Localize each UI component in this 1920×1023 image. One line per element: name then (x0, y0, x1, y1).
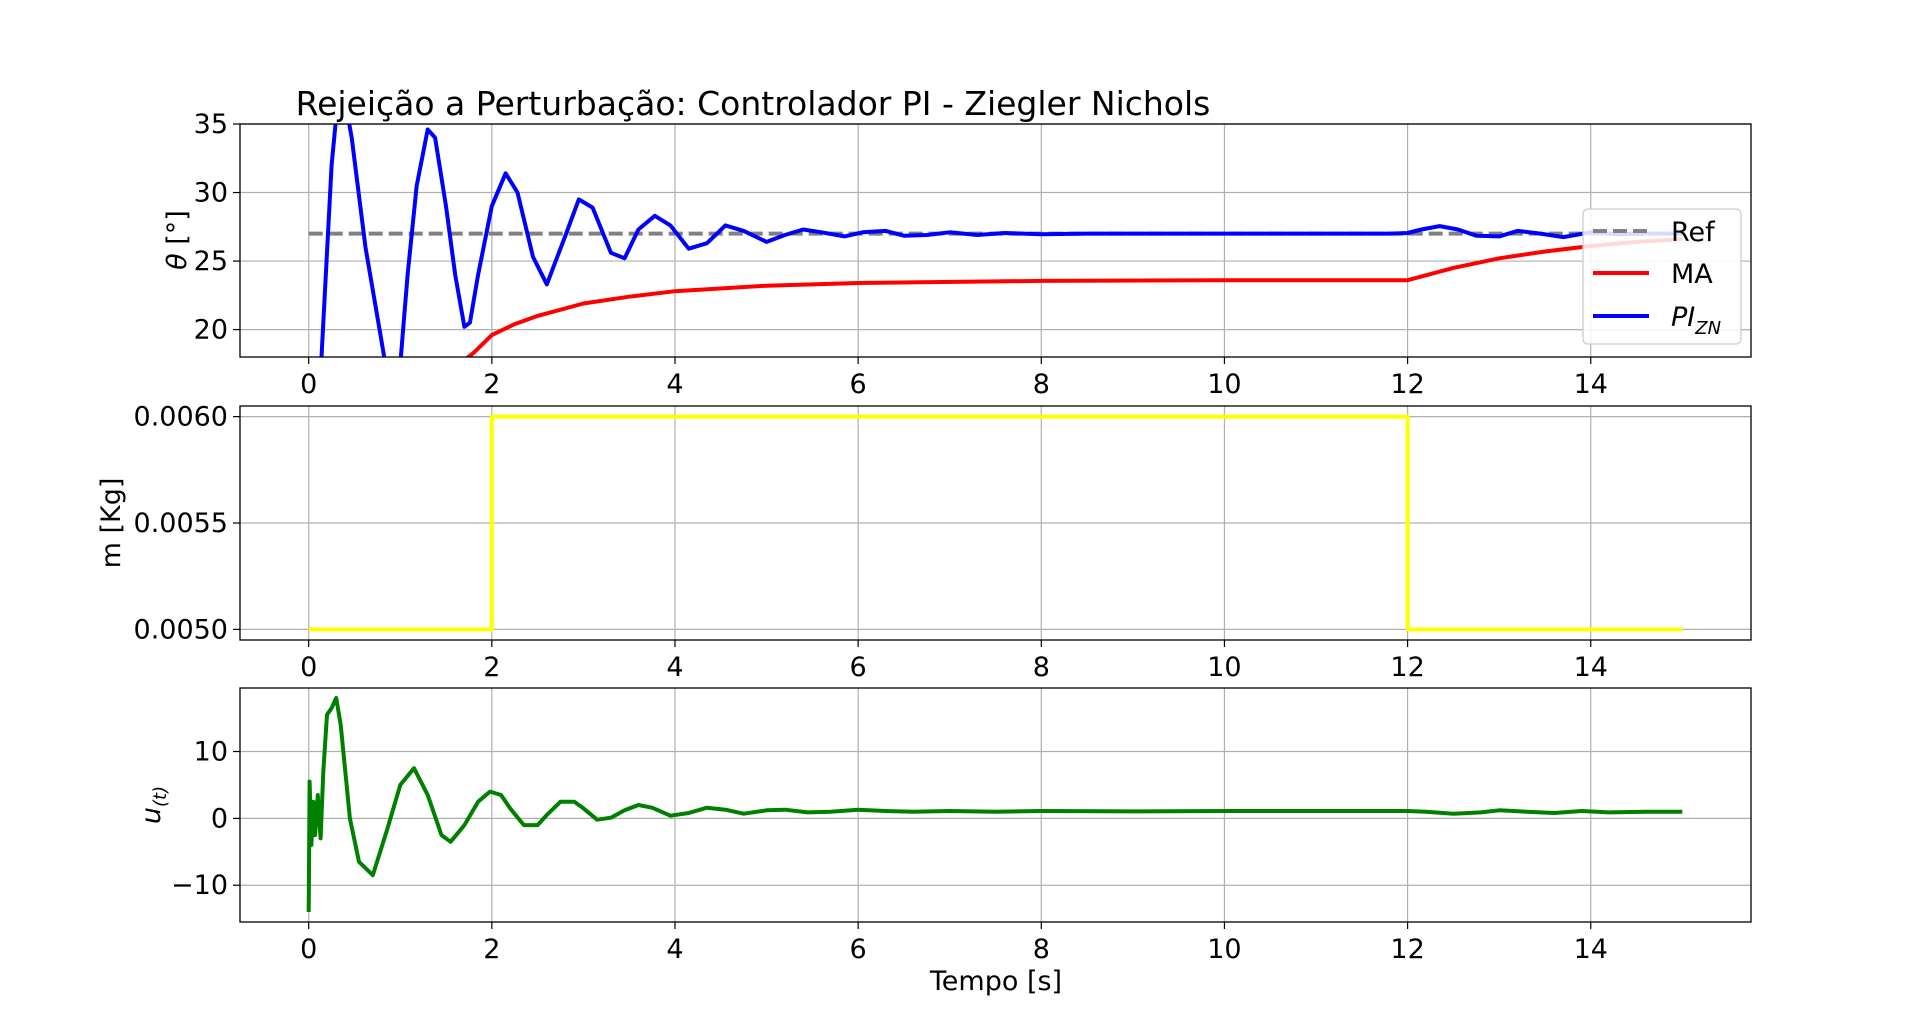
x-axis-label: Tempo [s] (929, 966, 1062, 997)
theta-xtick-label: 10 (1207, 369, 1241, 400)
theta-xticks: 0 2 4 6 8 10 12 14 (300, 357, 1608, 400)
u-xtick-label: 14 (1574, 934, 1608, 965)
legend-ma-label: MA (1671, 259, 1713, 290)
u-grid (240, 688, 1751, 922)
mass-ylabel: m [Kg] (96, 478, 127, 569)
u-xtick-label: 12 (1390, 934, 1424, 965)
legend-pizn-main: PI (1671, 302, 1695, 333)
theta-ytick-label: 20 (194, 315, 228, 346)
u-axes: 0 2 4 6 8 10 12 14 −10 0 10 u(t) (136, 687, 1752, 965)
theta-axes: 0 2 4 6 8 10 12 14 20 25 30 35 θ [°] (162, 109, 1752, 400)
u-xtick-label: 10 (1207, 934, 1241, 965)
theta-series-pi-zn-line (319, 124, 1683, 357)
theta-xtick-label: 4 (666, 369, 683, 400)
u-ylabel-symbol: u (136, 807, 167, 824)
u-xtick-label: 6 (850, 934, 867, 965)
mass-xtick-label: 10 (1207, 652, 1241, 683)
theta-xtick-label: 12 (1390, 369, 1424, 400)
u-xticks: 0 2 4 6 8 10 12 14 (300, 922, 1608, 965)
mass-xtick-label: 14 (1574, 652, 1608, 683)
u-axes-frame (239, 687, 1752, 923)
u-yticks: −10 0 10 (171, 737, 240, 901)
theta-xtick-label: 2 (483, 369, 500, 400)
u-ylabel-subscript: (t) (150, 786, 171, 807)
legend-ref-label: Ref (1671, 217, 1716, 248)
u-xtick-label: 8 (1033, 934, 1050, 965)
u-ytick-label: 10 (194, 737, 228, 768)
u-ylabel: u(t) (136, 786, 171, 824)
mass-ytick-label: 0.0050 (134, 614, 228, 645)
mass-xtick-label: 0 (300, 652, 317, 683)
theta-xtick-label: 0 (300, 369, 317, 400)
theta-ylabel: θ [°] (162, 210, 193, 270)
mass-ytick-label: 0.0060 (134, 402, 228, 433)
theta-ylabel-unit: [°] (162, 210, 193, 253)
theta-lines (308, 124, 1683, 357)
mass-xtick-label: 8 (1033, 652, 1050, 683)
u-ytick-label: −10 (171, 870, 228, 901)
theta-xtick-label: 14 (1574, 369, 1608, 400)
u-xtick-label: 2 (483, 934, 500, 965)
theta-axes-frame (239, 123, 1752, 358)
theta-ytick-label: 35 (194, 109, 228, 140)
u-ytick-label: 0 (211, 803, 228, 834)
mass-xtick-label: 6 (850, 652, 867, 683)
mass-xtick-label: 4 (666, 652, 683, 683)
theta-ylabel-symbol: θ (162, 253, 193, 270)
mass-xticks: 0 2 4 6 8 10 12 14 (300, 640, 1608, 683)
u-series-u-line (306, 696, 1683, 913)
mass-yticks: 0.0050 0.0055 0.0060 (134, 402, 240, 645)
theta-xtick-label: 6 (850, 369, 867, 400)
legend-box (1582, 208, 1742, 345)
mass-xtick-label: 2 (483, 652, 500, 683)
theta-ytick-label: 25 (194, 246, 228, 277)
u-xtick-label: 4 (666, 934, 683, 965)
theta-yticks: 20 25 30 35 (194, 109, 240, 346)
mass-series-m-line (308, 414, 1683, 632)
theta-ytick-label: 30 (194, 178, 228, 209)
figure-title: Rejeição a Perturbação: Controlador PI -… (296, 84, 1211, 123)
legend: Ref MA PIZN (1582, 208, 1742, 345)
legend-pizn-sub: ZN (1694, 318, 1721, 339)
mass-ytick-label: 0.0055 (134, 508, 228, 539)
mass-axes: 0 2 4 6 8 10 12 14 0.0050 0.0055 0.0060 m [Kg] (96, 402, 1752, 683)
u-lines (306, 696, 1683, 913)
legend-pizn-label: PIZN (1671, 302, 1721, 339)
mass-lines (308, 414, 1683, 632)
mass-xtick-label: 12 (1390, 652, 1424, 683)
u-xtick-label: 0 (300, 934, 317, 965)
theta-series-ma-line (465, 237, 1683, 357)
theta-xtick-label: 8 (1033, 369, 1050, 400)
